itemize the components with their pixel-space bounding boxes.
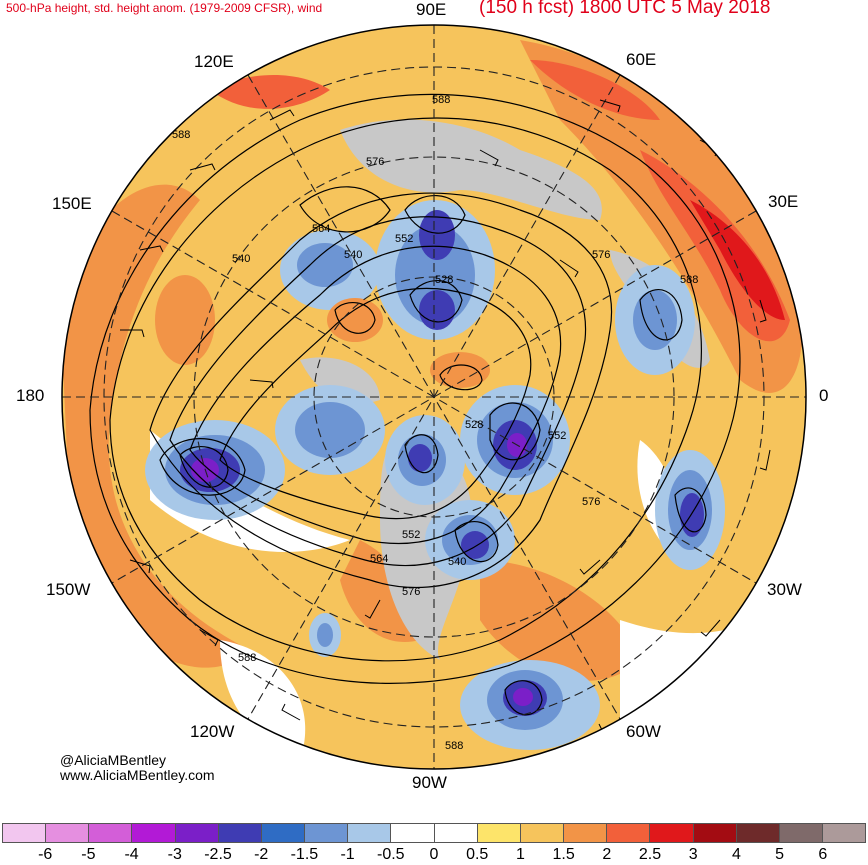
- contour-label: 552: [402, 529, 420, 541]
- colorbar-swatch: [305, 824, 349, 842]
- colorbar-swatch: [779, 824, 823, 842]
- positive-anomaly-asia: [210, 75, 330, 109]
- neutral-zone-3: [220, 640, 306, 760]
- contour-label: 564: [370, 553, 388, 565]
- lon-label-60w: 60W: [626, 722, 661, 741]
- contour-label: 576: [582, 496, 600, 508]
- contour-label: 588: [238, 652, 256, 664]
- lon-label-180: 180: [16, 386, 45, 405]
- colorbar-tick-label: 0: [429, 846, 439, 863]
- positive-anomaly-pacific: [62, 184, 250, 668]
- colorbar-tick-label: 3: [688, 846, 698, 863]
- colorbar-swatch: [736, 824, 780, 842]
- contour-label: 540: [232, 253, 250, 265]
- colorbar: [2, 823, 866, 843]
- lon-label-150w: 150W: [46, 580, 91, 599]
- colorbar-swatch: [520, 824, 565, 842]
- terrain-greenland: [340, 119, 602, 220]
- contour-label: 552: [548, 430, 566, 442]
- lon-label-120w: 120W: [190, 722, 235, 741]
- very-strong-anomaly: [690, 200, 785, 320]
- colorbar-swatch: [261, 824, 306, 842]
- lon-label-120e: 120E: [194, 52, 234, 71]
- lon-label-90e: 90E: [416, 0, 447, 19]
- colorbar-tick-label: -1: [340, 846, 355, 863]
- positive-anomaly-atlantic: [480, 560, 640, 681]
- colorbar-swatch: [46, 824, 90, 842]
- colorbar-tick-label: 6: [818, 846, 828, 863]
- contour-label: 588: [445, 740, 463, 752]
- colorbar-swatch: [477, 824, 521, 842]
- contour-label: 540: [448, 556, 466, 568]
- lon-label-30w: 30W: [767, 580, 802, 599]
- colorbar-swatch: [650, 824, 694, 842]
- colorbar-tick-label: -0.5: [377, 846, 405, 863]
- colorbar-tick-label: -6: [38, 846, 53, 863]
- colorbar-swatch: [218, 824, 262, 842]
- negative-anomalies: [145, 200, 725, 750]
- contour-label: 576: [592, 249, 610, 261]
- lon-label-0: 0: [819, 386, 829, 405]
- lon-label-60e: 60E: [626, 50, 657, 69]
- contour-label: 552: [395, 233, 413, 245]
- colorbar-swatch: [3, 824, 47, 842]
- contour-label: 528: [435, 274, 453, 286]
- colorbar-tick-label: -5: [81, 846, 96, 863]
- positive-anomaly-namerica: [340, 540, 420, 642]
- colorbar-tick-label: 1: [515, 846, 525, 863]
- height-contours: [89, 93, 741, 716]
- colorbar-tick-label: -2: [254, 846, 269, 863]
- colorbar-swatch: [607, 824, 651, 842]
- contour-label-group: 588 576 564 552 540 528 528 552 576 552 …: [172, 94, 698, 752]
- colorbar-swatch: [564, 824, 608, 842]
- credit-handle: @AliciaMBentley: [60, 752, 167, 768]
- lon-label-150e: 150E: [52, 194, 92, 213]
- lon-label-30e: 30E: [768, 192, 799, 211]
- neutral-zone-1: [150, 430, 350, 552]
- colorbar-tick-label: -3: [167, 846, 182, 863]
- positive-anomaly-north: [530, 60, 660, 120]
- map-title: 500-hPa height, std. height anom. (1979-…: [6, 1, 323, 15]
- contour-label: 588: [432, 94, 450, 106]
- colorbar-tick-label: 5: [775, 846, 785, 863]
- map-border: [61, 24, 807, 770]
- colorbar-tick-label: -4: [124, 846, 139, 863]
- colorbar-tick-label: -1.5: [290, 846, 319, 863]
- credit-website[interactable]: www.AliciaMBentley.com: [60, 767, 215, 783]
- positive-pocket-3: [155, 275, 215, 365]
- colorbar-tick-label: 4: [731, 846, 741, 863]
- colorbar-swatch: [693, 824, 737, 842]
- anomaly-field: 588 576 564 552 540 528 528 552 576 552 …: [62, 25, 806, 769]
- colorbar-swatch: [348, 824, 392, 842]
- colorbar-swatch: [175, 824, 219, 842]
- graticule: [62, 25, 806, 769]
- colorbar-tick-label: -2.5: [204, 846, 232, 863]
- colorbar-swatch: [434, 824, 478, 842]
- colorbar-tick-label: 2: [602, 846, 612, 863]
- contour-label: 588: [680, 274, 698, 286]
- polar-map: 588 576 564 552 540 528 528 552 576 552 …: [61, 24, 807, 770]
- colorbar-swatch: [89, 824, 133, 842]
- colorbar-swatch: [391, 824, 435, 842]
- contour-label: 564: [312, 223, 330, 235]
- contour-label: 528: [465, 419, 483, 431]
- contour-label: 540: [344, 249, 362, 261]
- contour-label: 588: [172, 129, 190, 141]
- colorbar-tick-label: 2.5: [638, 846, 662, 863]
- contour-label: 576: [402, 586, 420, 598]
- colorbar-tick-label: 0.5: [466, 846, 489, 863]
- terrain-arctic: [300, 357, 380, 404]
- contour-label: 576: [366, 156, 384, 168]
- lon-label-90w: 90W: [412, 773, 447, 792]
- colorbar-swatch: [132, 824, 176, 842]
- colorbar-swatch: [822, 824, 866, 842]
- colorbar-tick-label: 1.5: [552, 846, 575, 863]
- forecast-time: (150 h fcst) 1800 UTC 5 May 2018: [479, 0, 771, 18]
